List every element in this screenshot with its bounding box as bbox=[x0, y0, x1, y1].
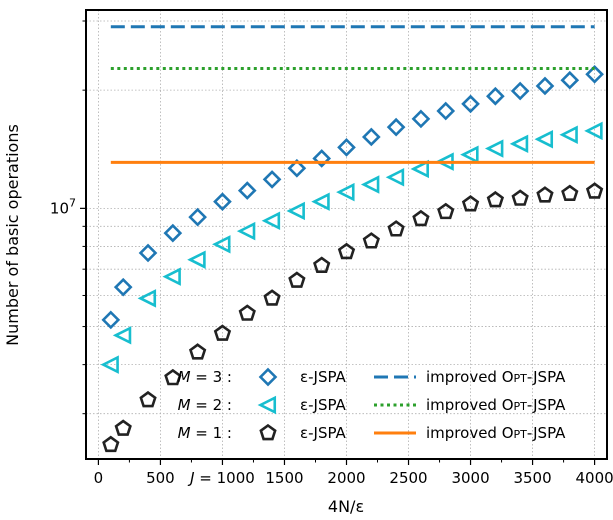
data-point bbox=[534, 129, 554, 149]
legend: M = 3 : ε-JSPA improved OPT-JSPA M = 2 : ε-J… bbox=[178, 367, 566, 442]
legend-series-label: ε-JSPA bbox=[300, 424, 347, 442]
legend-line-label: improved OPT-JSPA bbox=[426, 396, 566, 414]
x-tick-label: 2500 bbox=[389, 469, 427, 487]
legend-group-label: M = 1 : bbox=[178, 424, 232, 442]
data-point bbox=[213, 192, 232, 212]
data-point bbox=[137, 289, 157, 308]
data-point bbox=[535, 76, 555, 96]
data-point bbox=[461, 94, 480, 114]
data-point bbox=[288, 271, 306, 288]
data-point bbox=[101, 310, 121, 330]
x-tick-label: 3000 bbox=[451, 469, 489, 487]
data-point bbox=[559, 125, 578, 144]
data-point bbox=[509, 134, 529, 154]
data-point bbox=[486, 190, 505, 208]
data-point bbox=[237, 181, 257, 200]
x-tick-label: 3500 bbox=[513, 469, 551, 487]
data-point bbox=[188, 343, 207, 360]
legend-line-label: improved OPT-JSPA bbox=[426, 424, 566, 442]
data-point bbox=[114, 419, 132, 436]
data-point bbox=[561, 184, 579, 202]
data-point bbox=[312, 149, 332, 168]
data-point bbox=[238, 304, 256, 321]
data-point bbox=[100, 355, 119, 374]
legend-marker bbox=[258, 367, 278, 387]
data-point bbox=[410, 159, 429, 179]
y-tick-label: 107 bbox=[50, 196, 76, 217]
legend-group-label: M = 3 : bbox=[178, 368, 232, 386]
data-point bbox=[484, 139, 504, 158]
data-point bbox=[162, 267, 181, 286]
data-point bbox=[262, 170, 282, 189]
data-point bbox=[585, 64, 604, 84]
data-point bbox=[102, 435, 120, 453]
data-point bbox=[362, 232, 380, 249]
legend-series-label: ε-JSPA bbox=[300, 368, 347, 386]
series-points-0 bbox=[101, 64, 604, 330]
data-point bbox=[460, 145, 479, 164]
legend-group-label: M = 2 : bbox=[178, 396, 232, 414]
data-point bbox=[536, 186, 554, 203]
data-point bbox=[188, 207, 207, 227]
data-point bbox=[585, 182, 604, 199]
legend-marker bbox=[259, 423, 277, 441]
data-point bbox=[361, 127, 381, 147]
data-point bbox=[261, 211, 281, 230]
data-point bbox=[187, 250, 206, 269]
x-tick-label: J = 1000 bbox=[187, 469, 255, 487]
data-point bbox=[163, 223, 183, 243]
data-point bbox=[213, 324, 232, 341]
x-tick-label: 1500 bbox=[265, 469, 303, 487]
data-point bbox=[437, 202, 455, 220]
x-tick-label: 500 bbox=[146, 469, 175, 487]
data-point bbox=[236, 221, 256, 241]
legend-row: M = 2 : ε-JSPA improved OPT-JSPA bbox=[178, 395, 566, 415]
plot-series bbox=[100, 25, 604, 453]
legend-line-label: improved OPT-JSPA bbox=[426, 368, 566, 386]
x-tick-label: 0 bbox=[94, 469, 104, 487]
data-point bbox=[286, 201, 305, 221]
data-point bbox=[139, 390, 157, 408]
legend-series-label: ε-JSPA bbox=[300, 396, 347, 414]
data-point bbox=[313, 256, 331, 273]
y-axis-title: Number of basic operations bbox=[3, 124, 22, 346]
x-tick-label: 4000 bbox=[576, 469, 613, 487]
data-point bbox=[385, 168, 405, 187]
data-point bbox=[511, 189, 529, 206]
data-point bbox=[436, 101, 456, 121]
grid-lines bbox=[86, 10, 607, 459]
data-point bbox=[337, 242, 356, 260]
data-point bbox=[287, 158, 307, 178]
data-point bbox=[411, 109, 431, 129]
data-point bbox=[387, 220, 405, 237]
data-point bbox=[263, 289, 281, 306]
data-point bbox=[486, 86, 505, 106]
data-point bbox=[112, 326, 132, 345]
legend-marker bbox=[257, 395, 277, 415]
data-point bbox=[113, 277, 133, 297]
data-point bbox=[412, 209, 430, 227]
data-point bbox=[336, 182, 355, 202]
data-point bbox=[311, 192, 330, 211]
x-axis-title: 4N/ε bbox=[328, 497, 364, 516]
data-point bbox=[560, 70, 580, 90]
data-point bbox=[164, 368, 182, 386]
legend-row: M = 1 : ε-JSPA improved OPT-JSPA bbox=[178, 423, 566, 442]
series-points-1 bbox=[100, 121, 603, 374]
data-point bbox=[138, 243, 158, 263]
data-point bbox=[461, 195, 480, 212]
legend-row: M = 3 : ε-JSPA improved OPT-JSPA bbox=[178, 367, 566, 387]
data-point bbox=[386, 117, 406, 137]
x-tick-label: 2000 bbox=[327, 469, 365, 487]
data-point bbox=[360, 175, 380, 194]
axis-ticks: 0 500 J = 1000 1500 2000 2500 3000 3500 4000 107 bbox=[50, 20, 613, 487]
series-points-2 bbox=[102, 182, 604, 453]
data-point bbox=[510, 81, 530, 101]
data-point bbox=[584, 121, 603, 141]
data-point bbox=[212, 235, 231, 254]
data-point bbox=[337, 138, 356, 157]
